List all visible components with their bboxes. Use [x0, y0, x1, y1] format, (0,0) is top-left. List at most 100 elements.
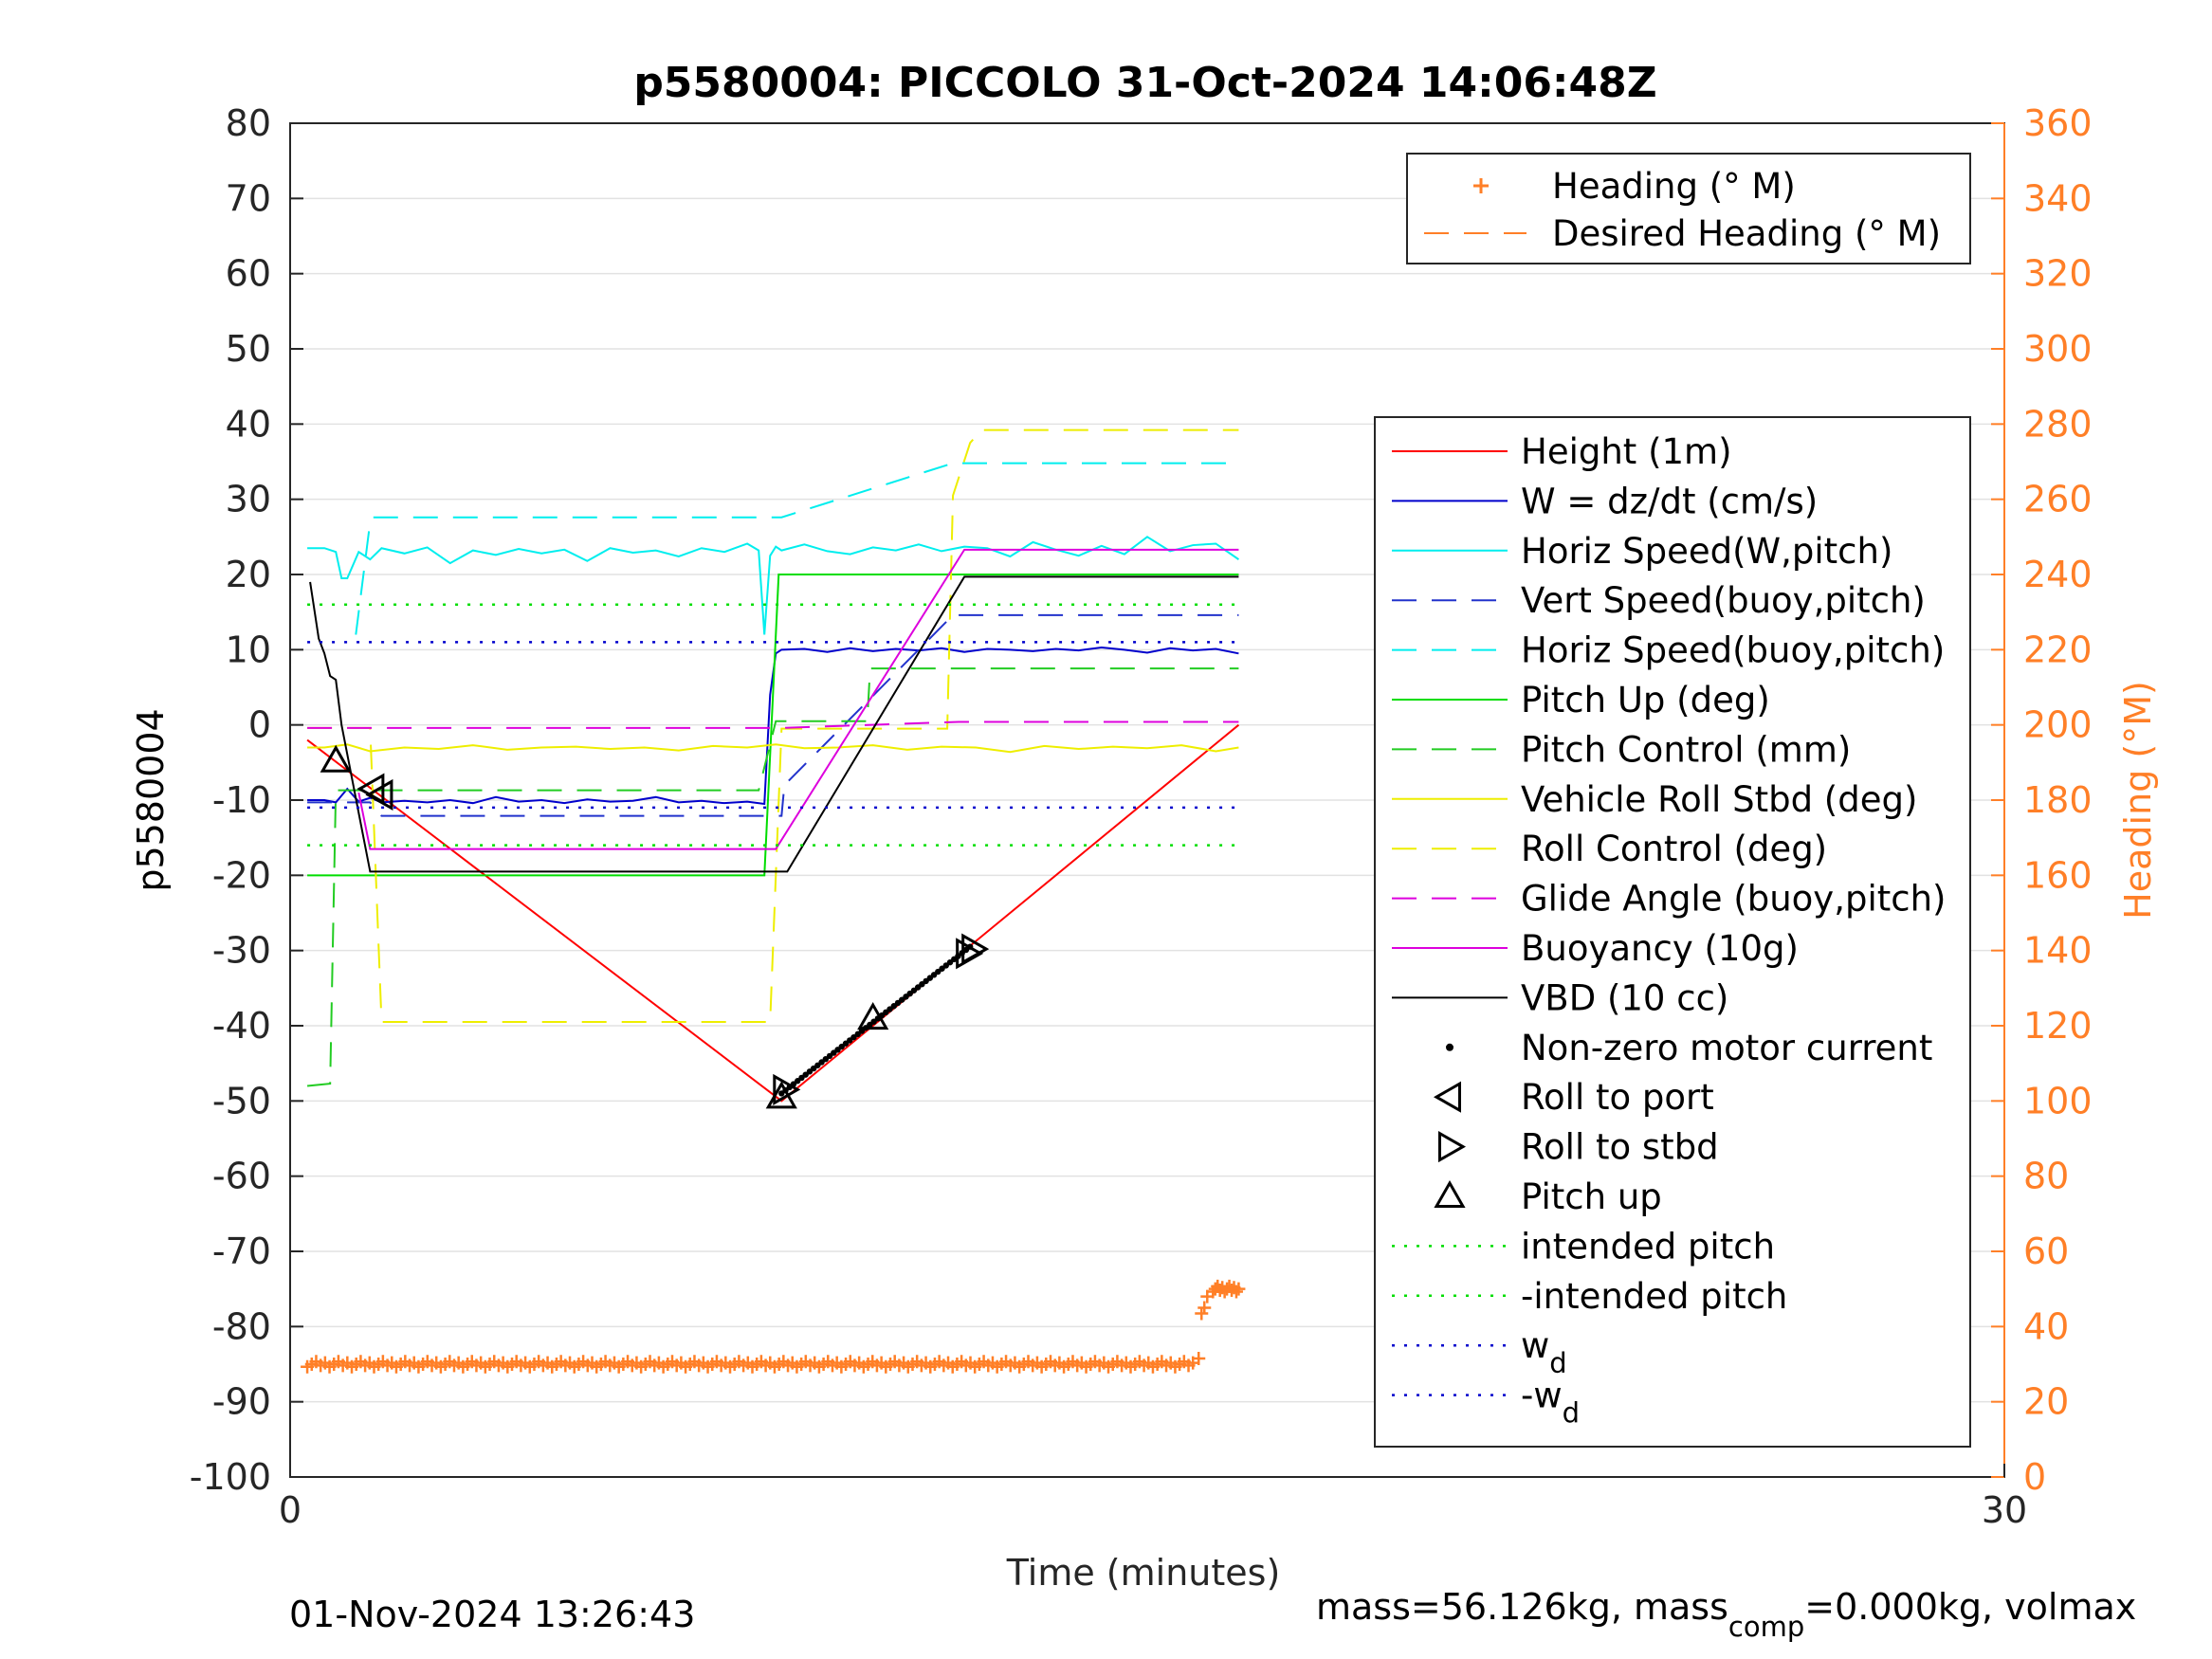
- x-axis-label: Time (minutes): [1006, 1552, 1281, 1594]
- legend-item-9-label: Glide Angle (buoy,pitch): [1521, 879, 1946, 920]
- legend-item-18-label: wd: [1521, 1325, 1567, 1379]
- legend-item-13-label: Roll to port: [1521, 1077, 1714, 1118]
- y2-axis-label: Heading (°M): [2117, 681, 2159, 920]
- series-roll-to-port-marker: [365, 778, 393, 811]
- y2-tick-label: 320: [2023, 253, 2093, 295]
- y2-tick-label: 120: [2023, 1005, 2093, 1047]
- main-legend-box: [1374, 416, 1971, 1448]
- series-layer: [306, 428, 1240, 1103]
- y-tick-label: 30: [226, 479, 271, 520]
- x-axis: 0 30: [279, 1464, 2027, 1531]
- footer-mass-info: mass=56.126kg, masscomp=0.000kg, volmax: [1316, 1586, 2136, 1643]
- series-glide-angle-buoy-pitch: [307, 720, 1239, 729]
- heading-marker: [1192, 1352, 1206, 1366]
- y-tick-label: -10: [212, 779, 271, 821]
- y-tick-label: 20: [226, 554, 271, 595]
- legend-item-5-label: Pitch Up (deg): [1521, 680, 1770, 720]
- series-roll-to-stbd-marker: [773, 1073, 801, 1106]
- chart-title: p5580004: PICCOLO 31-Oct-2024 14:06:48Z: [633, 59, 1656, 107]
- legend-item-11-label: VBD (10 cc): [1521, 977, 1728, 1018]
- series-roll-control-deg: [307, 428, 1239, 1024]
- legend-item-0-label: Height (1m): [1521, 431, 1732, 472]
- y2-tick-label: 160: [2023, 854, 2093, 896]
- y2-tick-label: 180: [2023, 779, 2093, 821]
- legend-item-2-label: Horiz Speed(W,pitch): [1521, 531, 1892, 572]
- series-pitch-up-marker: [765, 1081, 797, 1109]
- heading-marker: [1232, 1282, 1246, 1296]
- series-vehicle-roll-stbd-deg: [307, 743, 1239, 754]
- y2-tick-label: 0: [2023, 1456, 2046, 1498]
- legend-item-15-swatch: [1434, 1179, 1466, 1208]
- x-tick-label: 30: [1982, 1489, 2027, 1531]
- legend-item-14-label: Roll to stbd: [1521, 1127, 1719, 1168]
- heading-marker: [1229, 1285, 1243, 1299]
- legend-item-8-label: Roll Control (deg): [1521, 829, 1827, 869]
- series-vert-speed-buoy-pitch: [307, 613, 1239, 817]
- series-buoyancy-10g: [357, 548, 1239, 850]
- y-tick-label: -80: [212, 1305, 271, 1347]
- y2-tick-label: 60: [2023, 1231, 2069, 1272]
- heading-legend-box: [1406, 153, 1971, 264]
- x-tick-label: 0: [279, 1489, 302, 1531]
- y-tick-label: -70: [212, 1231, 271, 1272]
- y2-tick-label: 340: [2023, 177, 2093, 219]
- y-tick-label: -100: [190, 1456, 271, 1498]
- y-axis-left: 80 70 60 50 40 30 20 10 0 -10 -20 -30 -40 -50 -60 -70 -8…: [190, 102, 303, 1498]
- heading-legend-label: Heading (° M): [1552, 166, 1796, 207]
- series-pitch-up-deg: [307, 574, 1239, 877]
- legend-item-1-label: W = dz/dt (cm/s): [1521, 481, 1818, 521]
- y-tick-label: 40: [226, 403, 271, 445]
- legend-item-7-label: Vehicle Roll Stbd (deg): [1521, 779, 1917, 820]
- series-pitch-control-mm: [306, 667, 1239, 1087]
- series-height-1m: [306, 723, 1240, 1103]
- series-vbd-10-cc: [309, 575, 1239, 873]
- main-legend: Height (1m) W = dz/dt (cm/s) Horiz Speed(W…: [1374, 416, 1971, 1448]
- series-pitch-up-marker: [320, 744, 352, 773]
- y-tick-label: 50: [226, 328, 271, 370]
- y-tick-label: -20: [212, 854, 271, 896]
- legend-item-17-label: -intended pitch: [1521, 1276, 1787, 1317]
- y-tick-label: 70: [226, 177, 271, 219]
- y2-tick-label: 40: [2023, 1305, 2069, 1347]
- y-axis-right: 3603403203002802602402202001801601401201…: [1991, 102, 2093, 1498]
- y2-tick-label: 20: [2023, 1381, 2069, 1423]
- y2-tick-label: 200: [2023, 704, 2093, 746]
- series-pitch-up-marker: [857, 1002, 889, 1030]
- legend-item-12-label: Non-zero motor current: [1521, 1028, 1932, 1068]
- legend-item-19-label: -wd: [1521, 1376, 1580, 1430]
- y2-tick-label: 140: [2023, 930, 2093, 972]
- heading-series: [301, 1279, 1246, 1374]
- heading-marker: [1197, 1301, 1212, 1315]
- y-axis-label: p5580004: [130, 708, 172, 891]
- y2-tick-label: 360: [2023, 102, 2093, 144]
- y2-tick-label: 100: [2023, 1080, 2093, 1121]
- y-tick-label: -90: [212, 1381, 271, 1423]
- y-tick-label: -60: [212, 1156, 271, 1197]
- y-tick-label: 80: [226, 102, 271, 144]
- footer-mass-post: =0.000kg, volmax: [1804, 1586, 2136, 1628]
- footer-mass-pre: mass=56.126kg, mass: [1316, 1586, 1728, 1628]
- heading-marker: [1200, 1289, 1215, 1304]
- legend-item-12-swatch: [1446, 1043, 1453, 1051]
- y2-tick-label: 280: [2023, 403, 2093, 445]
- series-w-dz-dt-cm-s: [307, 646, 1239, 806]
- legend-item-13-swatch: [1433, 1081, 1461, 1113]
- y2-tick-label: 300: [2023, 328, 2093, 370]
- heading-legend: Heading (° M) Desired Heading (° M): [1406, 153, 1971, 264]
- y-tick-label: -30: [212, 930, 271, 972]
- y-tick-label: 0: [248, 704, 271, 746]
- legend-item-10-label: Buoyancy (10g): [1521, 928, 1799, 969]
- legend-item-4-label: Horiz Speed(buoy,pitch): [1521, 630, 1945, 671]
- y-tick-label: 10: [226, 629, 271, 670]
- legend-item-16-label: intended pitch: [1521, 1226, 1775, 1267]
- footer-mass-sub: comp: [1728, 1611, 1804, 1643]
- series-roll-to-stbd-marker: [961, 933, 990, 965]
- series-horiz-speed-buoy-pitch: [355, 462, 1239, 635]
- y-tick-label: 60: [226, 253, 271, 295]
- marker-layer: [320, 744, 990, 1109]
- legend-item-6-label: Pitch Control (mm): [1521, 729, 1851, 770]
- legend-item-3-label: Vert Speed(buoy,pitch): [1521, 580, 1926, 621]
- footer-timestamp: 01-Nov-2024 13:26:43: [289, 1594, 695, 1635]
- heading-legend-swatch: [1473, 178, 1489, 193]
